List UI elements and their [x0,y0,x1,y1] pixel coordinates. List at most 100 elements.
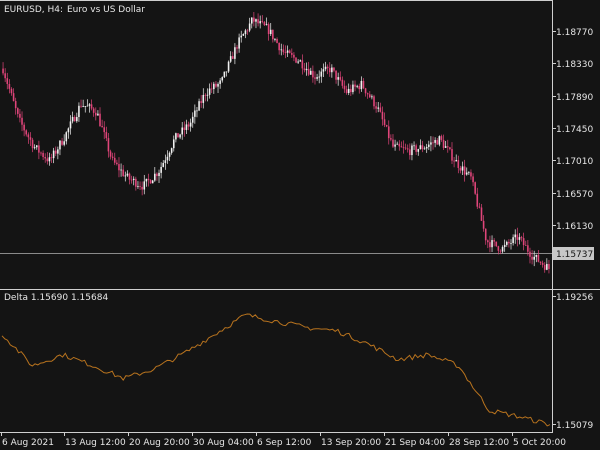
candle-body [234,47,236,59]
candle-body [303,68,306,71]
candle-body [480,207,483,221]
candle-body [463,166,466,175]
chart-symbol-description: Euro vs US Dollar [67,5,145,15]
candle-body [295,57,297,63]
candle-body [151,180,154,184]
candle-body [215,83,217,87]
candle-body [499,250,502,252]
candle-body [529,251,531,257]
candle-body [548,263,550,269]
candle-body [409,149,411,156]
price-tick-label: 1.16570 [556,190,593,200]
candle-body [522,238,525,246]
time-tick-label: 20 Aug 20:00 [129,438,190,448]
candle-body [489,242,491,248]
candle-body [103,127,106,133]
candle-body [318,76,321,78]
candle-body [377,107,380,109]
candle-body [278,42,280,51]
candle-body [35,145,38,148]
candle-body [27,134,30,138]
candle-body [419,145,422,150]
candle-body [501,247,504,252]
candle-body [347,88,350,93]
candle-body [59,140,61,150]
candle-body [508,241,510,244]
candle-body [160,166,162,173]
candle-body [240,35,243,38]
candle-body [261,21,264,23]
candle-body [444,146,447,148]
candle-body [8,83,11,89]
candle-body [23,124,25,131]
candle-body [29,137,32,140]
candle-body [535,254,538,257]
candle-body [69,121,72,129]
candle-body [392,139,394,147]
candle-body [80,105,82,107]
candle-body [208,88,211,95]
candle-body [505,241,508,245]
candle-body [57,149,59,154]
candle-body [503,244,506,248]
candle-body [484,228,487,241]
candle-body [436,140,439,145]
candle-body [541,262,544,265]
candle-body [179,134,181,138]
candle-body [229,56,232,62]
candle-body [99,113,101,127]
candle-body [259,21,261,24]
candle-body [132,178,135,181]
candle-body [396,143,398,145]
candle-body [10,88,13,94]
candle-body [246,30,249,32]
candle-body [217,83,219,87]
candle-body [470,172,472,177]
candle-body [263,22,266,26]
candle-body [284,52,287,53]
candle-body [400,146,403,148]
candle-body [141,186,143,190]
candle-body [231,56,234,59]
candle-body [421,145,424,150]
candle-body [82,106,84,107]
candle-body [527,245,529,252]
candle-body [387,126,390,139]
candle-body [71,116,74,122]
candle-body [320,71,323,77]
candle-body [385,125,388,127]
candle-body [539,261,542,263]
candle-body [415,145,417,152]
candle-body [328,68,331,73]
candle-body [130,179,133,181]
candle-body [17,108,19,114]
candle-body [48,157,51,162]
time-tick-label: 6 Aug 2021 [2,438,54,448]
candle-body [309,70,312,75]
candle-body [495,241,498,247]
candle-body [19,113,21,118]
candle-body [63,141,65,145]
candle-body [92,108,95,113]
candle-body [379,107,382,112]
candle-body [286,50,289,53]
candle-body [350,88,352,93]
candle-body [52,150,55,159]
candle-body [297,61,299,63]
candle-body [166,156,169,161]
candle-body [124,175,127,177]
candle-body [364,88,367,94]
candle-body [453,160,455,162]
candle-body [404,147,407,149]
candle-body [516,234,519,240]
candle-body [61,140,63,145]
candle-body [468,172,470,174]
candle-body [143,181,146,190]
candle-body [14,101,17,109]
chart-symbol-label: EURUSD, H4: [4,5,63,15]
candle-body [446,146,449,148]
candle-body [109,151,112,157]
candle-body [267,24,270,35]
candle-body [223,71,226,78]
